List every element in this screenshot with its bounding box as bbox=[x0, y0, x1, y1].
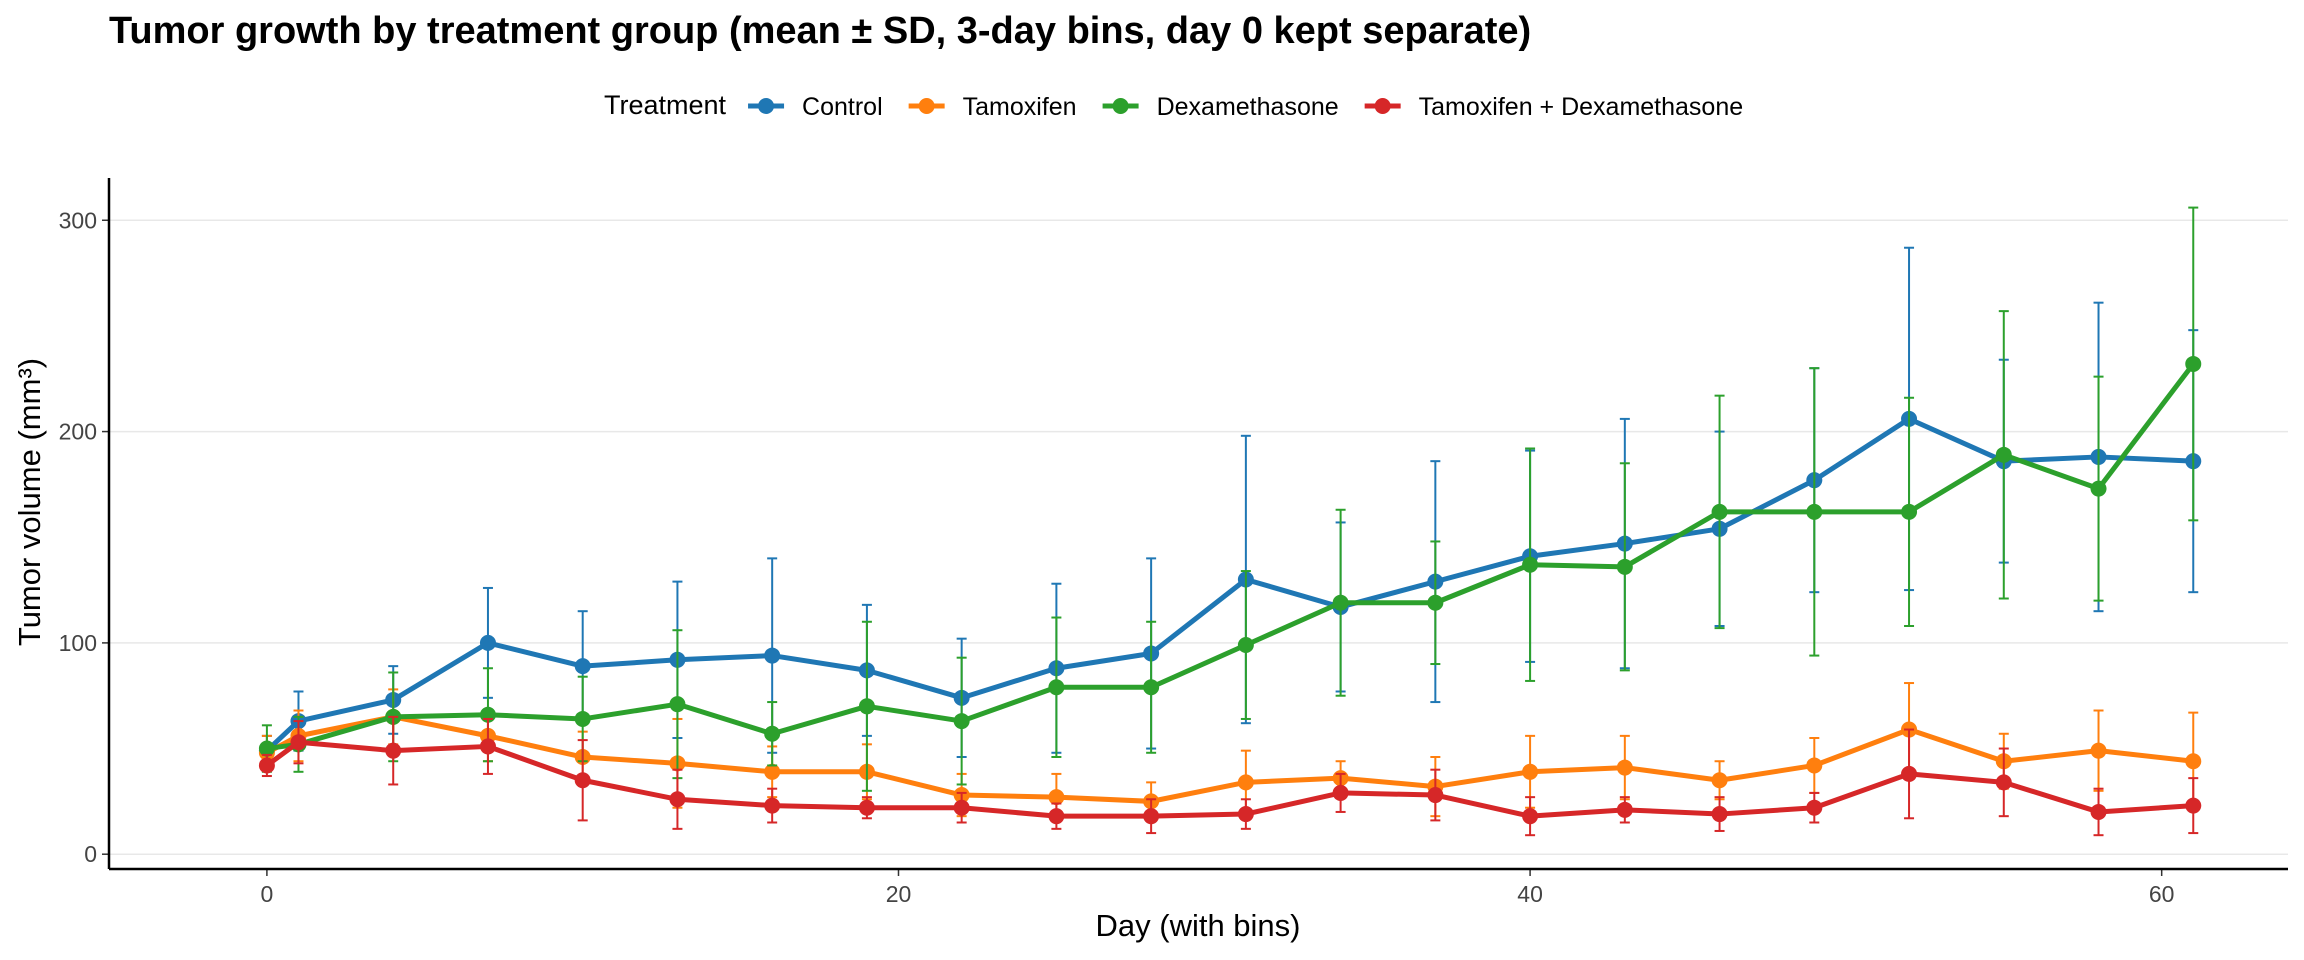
data-point bbox=[1901, 765, 1918, 782]
data-point bbox=[1048, 789, 1065, 806]
data-point bbox=[1143, 808, 1160, 825]
data-point bbox=[574, 772, 591, 789]
legend: Treatment Control Tamoxifen Dexamethasone T… bbox=[604, 90, 1743, 121]
series-line bbox=[265, 714, 2194, 804]
x-tick-label: 0 bbox=[261, 881, 274, 907]
data-point bbox=[1048, 679, 1065, 696]
data-point bbox=[1616, 801, 1633, 818]
legend-swatch-point bbox=[1112, 98, 1129, 114]
data-point bbox=[2090, 742, 2107, 759]
y-tick-label: 300 bbox=[59, 207, 97, 233]
legend-item: Tamoxifen + Dexamethasone bbox=[1364, 93, 1744, 121]
chart-title: Tumor growth by treatment group (mean ± … bbox=[109, 10, 1531, 52]
legend-item: Control bbox=[748, 93, 883, 121]
data-point bbox=[953, 799, 970, 816]
data-point bbox=[258, 757, 275, 774]
data-point bbox=[1995, 446, 2012, 463]
data-point bbox=[1901, 503, 1918, 520]
data-point bbox=[1522, 808, 1539, 825]
data-point bbox=[858, 799, 875, 816]
data-point bbox=[385, 742, 402, 759]
error-bars bbox=[261, 206, 2199, 792]
series-layer bbox=[258, 206, 2202, 837]
data-point bbox=[858, 698, 875, 715]
data-point bbox=[574, 658, 591, 675]
data-point bbox=[1711, 806, 1728, 823]
y-axis: 0 100 200 300 bbox=[59, 178, 111, 869]
data-point bbox=[669, 696, 686, 713]
data-point bbox=[1427, 787, 1444, 804]
data-point bbox=[1237, 806, 1254, 823]
data-point bbox=[764, 647, 781, 664]
series-3 bbox=[258, 715, 2202, 837]
legend-label: Control bbox=[802, 93, 883, 121]
legend-title: Treatment bbox=[604, 90, 727, 120]
legend-label: Tamoxifen + Dexamethasone bbox=[1419, 93, 1744, 121]
x-tick-label: 40 bbox=[1517, 881, 1543, 907]
data-point bbox=[2185, 797, 2202, 814]
series-2 bbox=[258, 206, 2202, 792]
legend-swatch-point bbox=[1374, 98, 1391, 114]
data-point bbox=[1048, 808, 1065, 825]
data-point bbox=[1143, 679, 1160, 696]
y-tick-label: 100 bbox=[59, 630, 97, 656]
data-point bbox=[1332, 784, 1349, 801]
x-tick-label: 20 bbox=[886, 881, 912, 907]
data-point bbox=[1332, 594, 1349, 611]
data-point bbox=[2185, 355, 2202, 372]
data-point bbox=[669, 791, 686, 808]
legend-swatch-point bbox=[758, 98, 775, 114]
data-point bbox=[1616, 558, 1633, 575]
data-point bbox=[1806, 757, 1823, 774]
x-axis: 0 20 40 60 bbox=[109, 867, 2288, 907]
y-tick-label: 0 bbox=[84, 841, 97, 867]
data-point bbox=[2090, 480, 2107, 497]
legend-item: Tamoxifen bbox=[908, 93, 1077, 121]
gridlines bbox=[109, 219, 2288, 855]
series-line bbox=[266, 362, 2196, 752]
legend-label: Tamoxifen bbox=[963, 93, 1077, 121]
series-line bbox=[265, 739, 2194, 819]
x-tick-label: 60 bbox=[2149, 881, 2175, 907]
data-point bbox=[764, 725, 781, 742]
data-point bbox=[479, 634, 496, 651]
data-point bbox=[1237, 774, 1254, 791]
x-axis-title: Day (with bins) bbox=[1096, 908, 1301, 943]
data-point bbox=[2090, 803, 2107, 820]
data-point bbox=[574, 710, 591, 727]
data-point bbox=[1806, 799, 1823, 816]
y-tick-label: 200 bbox=[59, 419, 97, 445]
data-point bbox=[1522, 556, 1539, 573]
data-point bbox=[2185, 753, 2202, 770]
data-point bbox=[764, 763, 781, 780]
data-point bbox=[258, 740, 275, 757]
y-axis-title: Tumor volume (mm³) bbox=[12, 358, 47, 646]
data-point bbox=[1427, 594, 1444, 611]
data-point bbox=[1616, 759, 1633, 776]
legend-swatch-point bbox=[918, 98, 935, 114]
series-line bbox=[265, 416, 2194, 753]
data-point bbox=[1711, 772, 1728, 789]
legend-item: Dexamethasone bbox=[1102, 93, 1339, 121]
data-point bbox=[1995, 774, 2012, 791]
data-point bbox=[953, 713, 970, 730]
data-point bbox=[1522, 763, 1539, 780]
legend-label: Dexamethasone bbox=[1157, 93, 1339, 121]
data-point bbox=[1237, 637, 1254, 654]
data-point bbox=[290, 734, 307, 751]
data-point bbox=[1711, 503, 1728, 520]
data-point bbox=[764, 797, 781, 814]
data-point bbox=[1806, 503, 1823, 520]
data-point bbox=[479, 738, 496, 755]
